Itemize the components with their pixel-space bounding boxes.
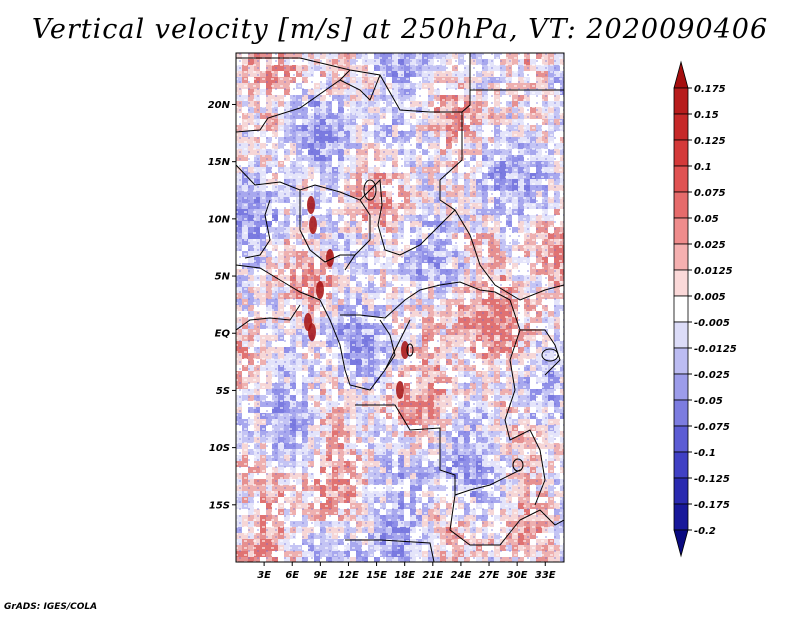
lon-tick-label: 15E	[366, 570, 387, 581]
colorbar-label: -0.05	[694, 396, 723, 407]
colorbar-swatch	[673, 399, 689, 427]
lon-tick-label: 18E	[394, 570, 415, 581]
lat-tick-label: 5S	[216, 386, 230, 397]
colorbar-label: -0.2	[694, 526, 716, 537]
border-line	[236, 304, 301, 331]
colorbar-label: 0.125	[694, 136, 726, 147]
colorbar-label: 0.005	[694, 292, 726, 303]
colorbar-swatch	[673, 243, 689, 271]
colorbar-swatch	[673, 347, 689, 375]
border-line	[449, 494, 564, 546]
longitude-axis: 3E 6E 9E 12E 15E 18E 21E 24E 27E 30E 33E	[257, 562, 556, 581]
border-line	[504, 299, 546, 506]
vertical-velocity-field	[236, 53, 564, 562]
colorbar-swatch	[673, 503, 689, 531]
border-line	[520, 329, 561, 376]
border-line	[244, 199, 271, 259]
colorbar-swatch	[673, 60, 689, 89]
colorbar-swatch	[673, 191, 689, 219]
colorbar-swatch	[673, 529, 689, 558]
plot-frame	[235, 52, 565, 563]
border-line	[236, 264, 321, 301]
colorbar-swatch	[673, 217, 689, 245]
border-line	[236, 69, 351, 133]
latitude-axis: 20N 15N 10N 5N EQ 5S 10S 15S	[208, 100, 236, 511]
border-line	[340, 281, 511, 319]
colorbar-swatch	[673, 87, 689, 115]
colorbar-label: -0.175	[694, 500, 730, 511]
colorbar-label: 0.0125	[694, 266, 733, 277]
colorbar-swatch	[673, 425, 689, 453]
colorbar-swatch	[673, 321, 689, 349]
lat-tick-label: 10S	[209, 443, 230, 454]
colorbar-label: 0.075	[694, 188, 726, 199]
colorbar-label: 0.025	[694, 240, 726, 251]
lon-tick-label: 6E	[285, 570, 299, 581]
border-line	[299, 190, 355, 263]
border-line	[359, 178, 456, 256]
colorbar-swatch	[673, 477, 689, 505]
colorbar-swatch	[673, 269, 689, 297]
colorbar-label: 0.1	[694, 162, 712, 173]
colorbar-swatch	[673, 295, 689, 323]
lat-tick-label: 15N	[208, 157, 231, 168]
lon-tick-label: 3E	[257, 570, 271, 581]
colorbar-swatch	[673, 113, 689, 141]
colorbar-swatch	[673, 373, 689, 401]
colorbar-label: -0.075	[694, 422, 730, 433]
colorbar-label: -0.005	[694, 318, 730, 329]
border-line	[319, 299, 411, 391]
colorbar-swatch	[673, 451, 689, 479]
colorbar: 0.175 0.15 0.125 0.1 0.075 0.05 0.025 0.0125 0.0…	[673, 60, 737, 558]
lat-tick-label: 10N	[208, 214, 231, 225]
lake-outline	[363, 179, 377, 201]
border-line	[236, 164, 371, 271]
lon-tick-label: 24E	[451, 570, 472, 581]
lon-tick-label: 12E	[338, 570, 359, 581]
lake-outline	[541, 348, 559, 362]
lat-tick-label: 15S	[209, 500, 230, 511]
border-line	[236, 53, 471, 113]
border-line	[439, 112, 564, 301]
border-line	[345, 539, 435, 562]
colorbar-swatch	[673, 165, 689, 193]
lake-outline	[512, 458, 524, 472]
lon-tick-label: 27E	[479, 570, 500, 581]
lon-tick-label: 33E	[535, 570, 556, 581]
country-borders	[236, 53, 564, 562]
border-line	[379, 319, 396, 371]
colorbar-label: -0.0125	[694, 344, 737, 355]
lat-tick-label: 5N	[215, 272, 231, 283]
lat-tick-label: EQ	[215, 329, 231, 340]
border-line	[355, 404, 521, 496]
grads-credit: GrADS: IGES/COLA	[4, 602, 98, 612]
border-line	[339, 74, 381, 101]
map-title: Vertical velocity [m/s] at 250hPa, VT: 2…	[31, 14, 769, 45]
colorbar-label: 0.175	[694, 84, 726, 95]
colorbar-label: -0.125	[694, 474, 730, 485]
colorbar-label: 0.05	[694, 214, 719, 225]
lake-outline	[406, 343, 414, 357]
lon-tick-label: 9E	[313, 570, 327, 581]
colorbar-label: -0.025	[694, 370, 730, 381]
lon-tick-label: 21E	[422, 570, 443, 581]
colorbar-label: 0.15	[694, 110, 719, 121]
lat-tick-label: 20N	[208, 100, 231, 111]
lon-tick-label: 30E	[507, 570, 528, 581]
colorbar-label: -0.1	[694, 448, 716, 459]
colorbar-swatch	[673, 139, 689, 167]
